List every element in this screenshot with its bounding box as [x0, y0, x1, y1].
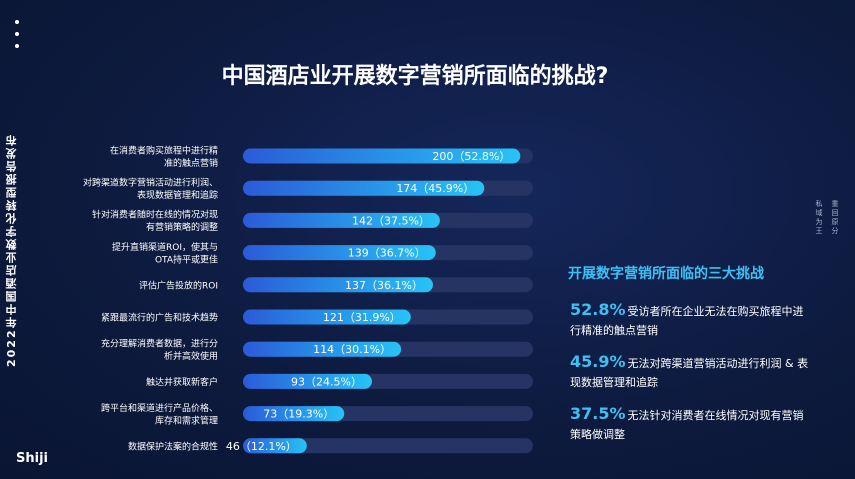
category-label: 紧跟最流行的广告和技术趋势 [101, 312, 218, 324]
bar-value-label: 137（36.1%） [345, 279, 423, 292]
category-label: 跨平台和渠道进行产品价格、 [101, 402, 218, 414]
category-label: 在消费者购买旅程中进行精 [110, 144, 218, 156]
bar-value-label: 174（45.9%） [396, 182, 474, 195]
bar [243, 406, 345, 422]
category-label: 析并高效使用 [164, 350, 218, 362]
summary-point-1-pct: 52.8% [570, 300, 626, 319]
bar [243, 180, 485, 196]
bar [243, 341, 402, 357]
page-title: 中国酒店业开展数字营销所面临的挑战? [221, 64, 609, 89]
category-label: 评估广告投放的ROI [139, 279, 218, 291]
bar-value-label: 121（31.9%） [323, 311, 401, 324]
category-label: 有营销策略的调整 [146, 221, 218, 233]
category-label: 表现数据管理和追踪 [137, 189, 218, 201]
bar [243, 438, 307, 454]
summary-point-3-text: 无法针对消费者在线情况对现有营销策略做调整 [570, 409, 804, 441]
category-label: OTA持平或更佳 [155, 253, 218, 265]
summary-point-1: 52.8% 受访者所在企业无法在购买旅程中进行精准的触点营销 [570, 300, 810, 340]
category-label: 数据保护法案的合规性 [128, 440, 218, 452]
category-label: 提升直销渠道ROI，使其与 [112, 241, 218, 253]
category-label: 库存和需求管理 [155, 414, 218, 426]
category-label: 充分理解消费者数据，进行分 [101, 337, 218, 349]
summary-point-2-text: 无法对跨渠道营销活动进行利润 & 表现数据管理和追踪 [570, 357, 809, 389]
category-label: 触达并获取新客户 [146, 376, 218, 388]
bar [243, 277, 433, 293]
shiji-logo: Shiji [16, 451, 48, 466]
menu-dots-icon[interactable] [15, 20, 21, 56]
summary-point-2: 45.9% 无法对跨渠道营销活动进行利润 & 表现数据管理和追踪 [570, 352, 810, 392]
right-vertical-text-1: 重回原分 [831, 200, 839, 236]
bar-value-label: 73（19.3%） [263, 408, 334, 421]
bar-value-label: 93（24.5%） [291, 375, 362, 388]
bar [243, 212, 440, 228]
bar [243, 309, 411, 325]
bar [243, 148, 521, 164]
category-label: 对跨渠道数字营销活动进行利润、 [83, 176, 218, 188]
category-label: 准的触点营销 [164, 157, 218, 169]
summary-title: 开展数字营销所面临的三大挑战 [568, 266, 764, 282]
bar-track [243, 438, 533, 454]
category-label: 针对消费者随时在线的情况对现 [92, 209, 218, 221]
bar-value-label: 139（36.7%） [348, 247, 426, 260]
summary-point-3-pct: 37.5% [570, 404, 626, 423]
bar-value-label: 114（30.1%） [313, 343, 391, 356]
bar [243, 373, 372, 389]
summary-point-2-pct: 45.9% [570, 352, 626, 371]
summary-point-3: 37.5% 无法针对消费者在线情况对现有营销策略做调整 [570, 404, 810, 444]
bar [243, 245, 436, 261]
bar-value-label: 200（52.8%） [432, 150, 510, 163]
bar-value-label: 142（37.5%） [352, 214, 430, 227]
right-vertical-text: 重回原分 私域为王 [812, 200, 842, 310]
summary-point-1-text: 受访者所在企业无法在购买旅程中进行精准的触点营销 [570, 305, 804, 337]
right-vertical-text-2: 私域为王 [815, 200, 823, 236]
bar-value-label: 46（12.1%） [226, 440, 297, 453]
